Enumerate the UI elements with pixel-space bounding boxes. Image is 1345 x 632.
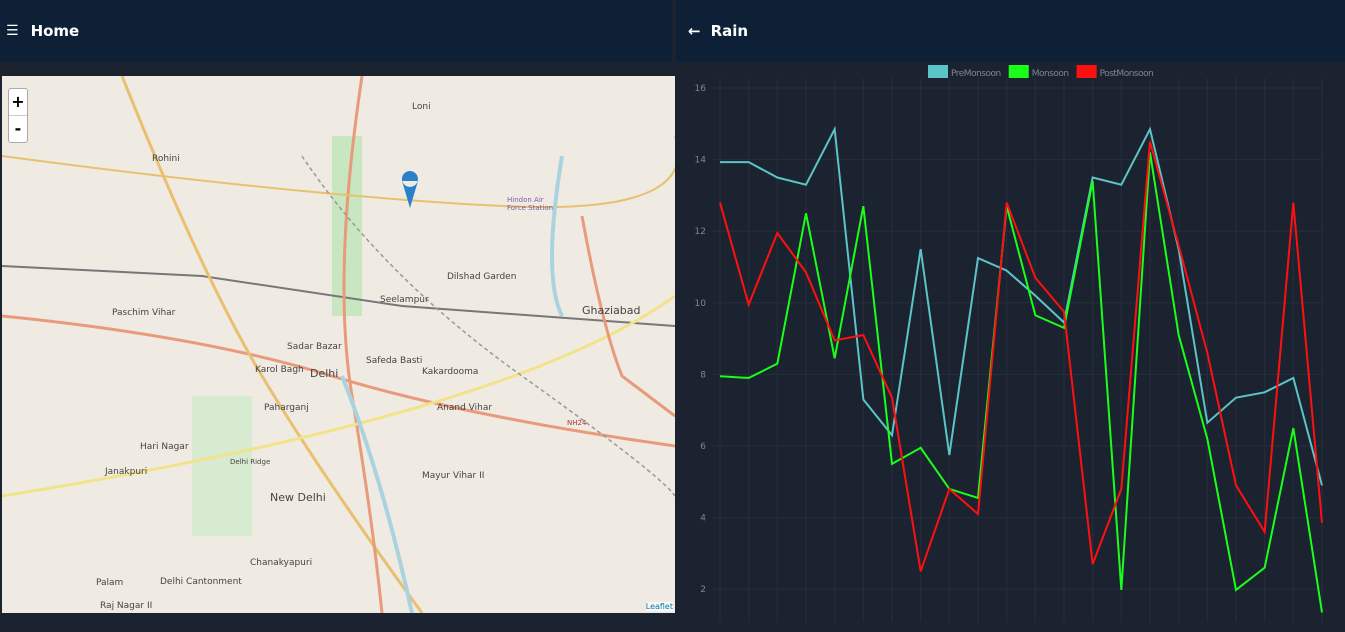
map[interactable]: + - Rohini Loni Hindon Air Force Station… <box>2 76 675 613</box>
legend-label: Monsoon <box>1032 69 1069 79</box>
y-tick-label: 8 <box>700 370 706 380</box>
legend-swatch <box>928 65 948 78</box>
back-button[interactable]: ← <box>688 22 701 40</box>
header-title: Rain <box>710 22 749 40</box>
map-label: New Delhi <box>270 491 326 504</box>
menu-button[interactable]: ☰ <box>6 23 19 39</box>
map-label: Hari Nagar <box>140 442 189 452</box>
y-tick-label: 14 <box>695 156 707 166</box>
y-tick-label: 2 <box>700 585 706 595</box>
right-header: ← Rain <box>676 0 1345 62</box>
map-label: Safeda Basti <box>366 356 423 366</box>
legend-label: PostMonsoon <box>1100 69 1154 79</box>
map-label: Paschim Vihar <box>112 308 176 318</box>
series-line <box>720 125 1323 486</box>
map-label: Delhi Cantonment <box>160 577 242 587</box>
map-label: Delhi <box>310 367 339 380</box>
map-roads <box>2 76 675 613</box>
y-tick-label: 12 <box>695 227 706 237</box>
map-label: Mayur Vihar II <box>422 471 485 481</box>
map-label: Seelampur <box>380 295 429 305</box>
map-label: Janakpuri <box>105 467 148 477</box>
map-label: Anand Vihar <box>437 403 493 413</box>
y-tick-label: 16 <box>695 84 707 94</box>
map-attribution[interactable]: Leaflet <box>645 602 673 611</box>
y-tick-label: 4 <box>700 514 706 524</box>
map-label: Chanakyapuri <box>250 558 313 568</box>
y-tick-label: 10 <box>695 299 707 309</box>
map-label: Loni <box>412 102 431 112</box>
rain-chart: 2 4 6 8 10 12 14 16 PreMonsoon Monsoon PostMonsoon <box>695 65 1323 622</box>
legend-swatch <box>1076 65 1097 78</box>
map-label: Raj Nagar II <box>100 601 153 611</box>
map-label: Dilshad Garden <box>447 272 517 282</box>
map-label: Paharganj <box>264 403 309 413</box>
y-tick-label: 6 <box>700 442 706 452</box>
map-label: Rohini <box>152 154 180 164</box>
map-label: Ghaziabad <box>582 304 641 317</box>
map-label: Sadar Bazar <box>287 342 342 352</box>
legend-label: PreMonsoon <box>951 69 1001 79</box>
left-header: ☰ Home <box>0 0 672 62</box>
legend-swatch <box>1008 65 1029 78</box>
zoom-control: + - <box>8 88 28 143</box>
header-title: Home <box>30 22 80 40</box>
map-label: NH24 <box>567 419 587 427</box>
zoom-in[interactable]: + <box>9 89 27 116</box>
map-label: Hindon Air Force Station <box>507 196 554 212</box>
map-label: Delhi Ridge <box>230 458 271 466</box>
series-line <box>719 152 1323 613</box>
zoom-out[interactable]: - <box>14 119 22 138</box>
map-label: Karol Bagh <box>255 365 304 375</box>
series-line <box>719 141 1323 572</box>
map-label: Palam <box>96 578 124 588</box>
map-label: Kakardooma <box>422 367 479 377</box>
